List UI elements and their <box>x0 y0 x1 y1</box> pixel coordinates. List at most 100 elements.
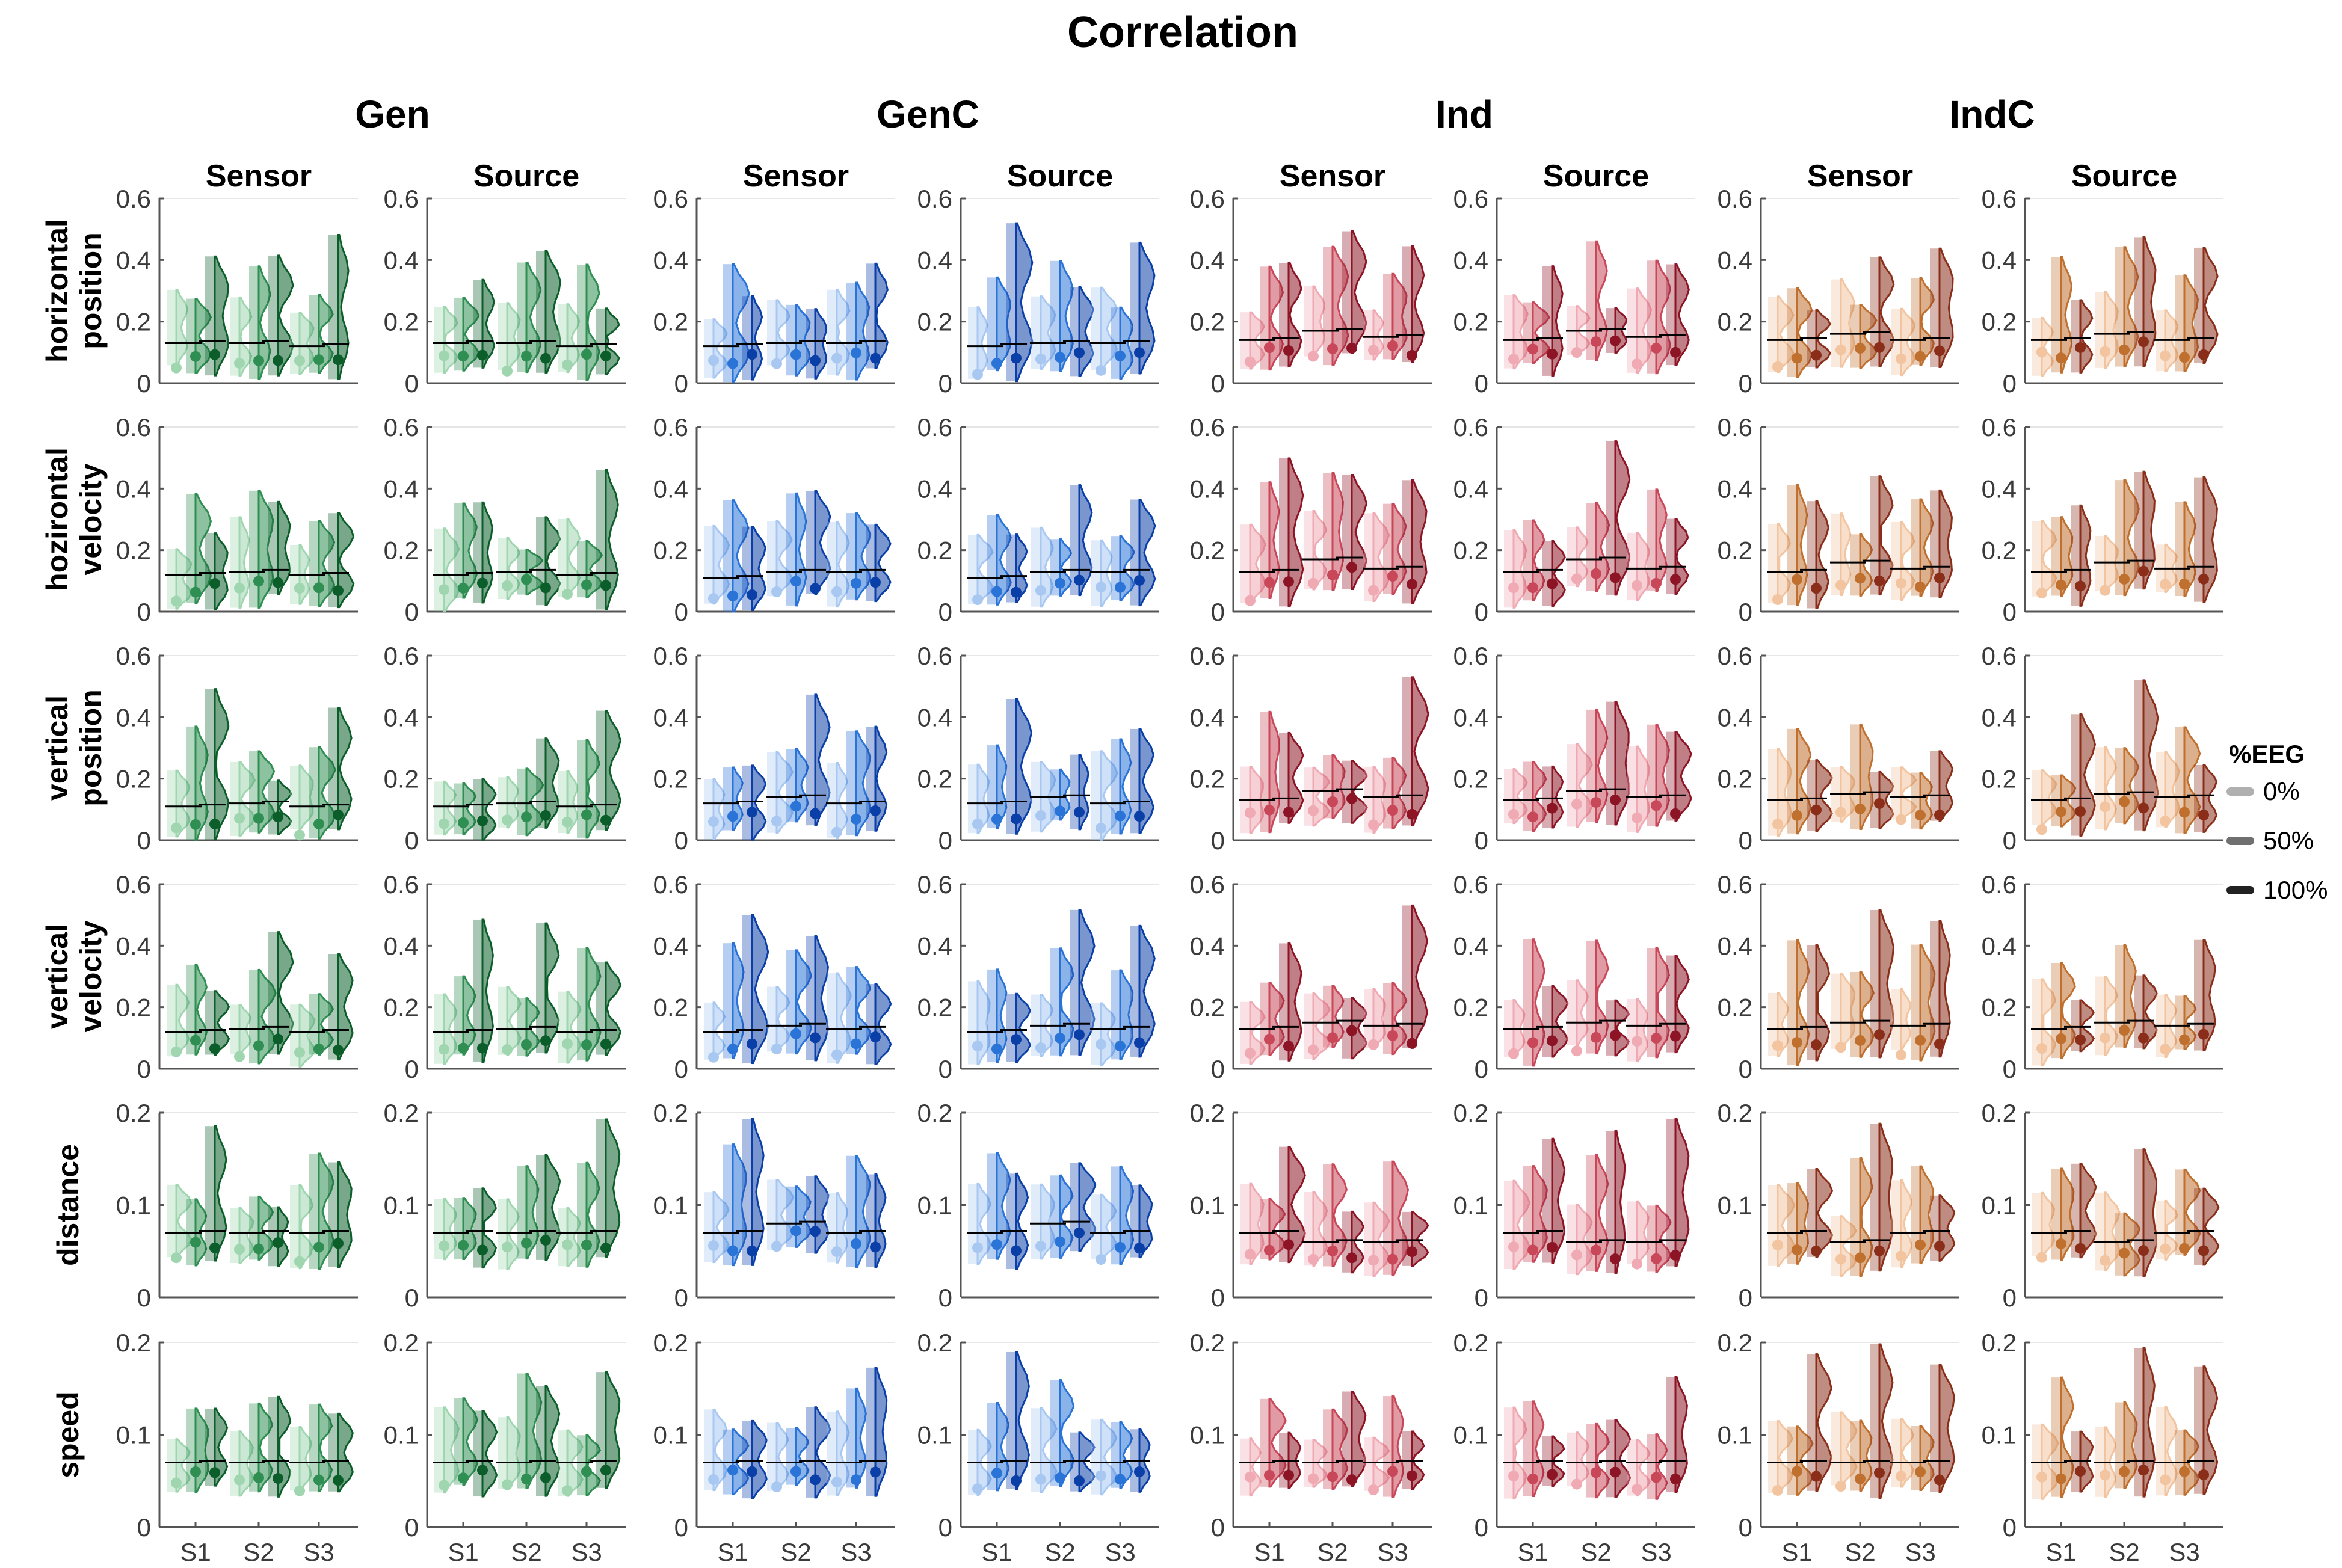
median-point <box>708 816 719 828</box>
x-tick-label: S3 <box>1105 1538 1135 1566</box>
violin-box <box>309 1404 319 1492</box>
violin-box <box>1070 754 1079 829</box>
median-point <box>1346 562 1357 573</box>
median-point <box>190 351 201 362</box>
median-point <box>1387 340 1398 351</box>
median-point <box>1368 345 1379 356</box>
space-title-source: Source <box>1543 159 1649 194</box>
violin-s1 <box>2060 1167 2075 1261</box>
x-tick-label: S2 <box>1044 1538 1075 1566</box>
median-point <box>831 586 842 597</box>
violin-box <box>1542 541 1552 606</box>
violin-box <box>434 1407 444 1493</box>
violin-s1 <box>1268 1198 1286 1261</box>
median-point <box>2036 824 2047 835</box>
violin-box <box>968 981 978 1065</box>
median-point <box>1134 1466 1145 1478</box>
panel-ind-sensor: 0 0.2 0.4 0.6 <box>1190 642 1432 855</box>
median-point <box>273 1473 283 1484</box>
y-tick-label: 0.4 <box>1453 703 1488 731</box>
violin-s2 <box>2142 1148 2158 1277</box>
median-point <box>1772 1040 1783 1051</box>
median-point <box>2160 1243 2171 1255</box>
y-tick-label: 0 <box>2003 1284 2017 1312</box>
y-tick-label: 0.4 <box>653 703 688 731</box>
violin-s3 <box>2202 1365 2219 1495</box>
median-point <box>870 352 881 364</box>
median-point <box>727 811 738 822</box>
violin-s1 <box>1796 939 1810 1066</box>
median-point <box>2119 1025 2130 1036</box>
space-title-sensor: Sensor <box>743 159 849 194</box>
median-point <box>2119 1247 2130 1259</box>
violin-box <box>1627 998 1637 1062</box>
violin-box <box>2175 275 2184 372</box>
violin-box <box>1606 1131 1615 1273</box>
violin-s2 <box>1595 1422 1610 1499</box>
median-point <box>1346 1474 1357 1486</box>
violin-box <box>723 1144 733 1265</box>
violin-s2 <box>1595 502 1610 592</box>
median-point <box>209 1043 220 1054</box>
violin-box <box>1870 257 1879 367</box>
violin-s1 <box>751 526 766 612</box>
y-tick-label: 0.2 <box>917 1329 952 1357</box>
violin-s3 <box>1674 1118 1690 1268</box>
row-label-line: hozirontal <box>40 447 74 591</box>
violin-box <box>1831 513 1841 595</box>
median-point <box>1011 1475 1022 1486</box>
violin-s3 <box>1919 944 1936 1062</box>
y-tick-label: 0.2 <box>116 308 151 336</box>
median-point <box>1134 347 1145 358</box>
panels: 0 0.2 0.4 0.6 0 0.2 0.4 0.6 0 0.2 0.4 0.6 0 0.2 0.4 0.6… <box>116 185 2223 1566</box>
median-point <box>747 349 757 360</box>
violin-s3 <box>337 512 355 609</box>
violin-s3 <box>1900 1179 1913 1268</box>
violin-s1 <box>1015 992 1032 1063</box>
violin-box <box>1091 1003 1101 1065</box>
violin-box <box>2134 237 2143 367</box>
violin-s3 <box>1900 1418 1915 1488</box>
violin-s3 <box>1674 263 1690 366</box>
median-point <box>333 1475 344 1486</box>
median-point <box>1055 352 1065 363</box>
median-point <box>2179 1243 2190 1254</box>
median-point <box>1855 343 1866 354</box>
median-point <box>1591 797 1601 808</box>
y-tick-label: 0.6 <box>384 870 419 899</box>
violin-s1 <box>214 688 230 841</box>
violin-box <box>742 915 752 1063</box>
median-point <box>2100 801 2110 813</box>
y-tick-label: 0.4 <box>1453 475 1488 503</box>
y-tick-label: 0.6 <box>116 185 151 213</box>
violin-s3 <box>1636 745 1650 833</box>
violin-s2 <box>506 302 521 372</box>
median-point <box>1096 822 1106 834</box>
median-point <box>2119 344 2130 355</box>
violin-s3 <box>874 983 892 1065</box>
violin-box <box>309 295 319 373</box>
violin-s3 <box>605 469 619 610</box>
y-tick-label: 0.2 <box>1190 765 1225 793</box>
median-point <box>540 1472 551 1483</box>
violin-s2 <box>1351 997 1368 1060</box>
violin-s3 <box>855 730 872 837</box>
violin-s2 <box>1059 1174 1074 1259</box>
violin-box <box>806 694 815 826</box>
y-tick-label: 0.6 <box>1982 185 2017 213</box>
median-point <box>273 355 283 366</box>
row-label-line: position <box>74 689 108 806</box>
median-point <box>1792 1037 1802 1048</box>
violin-box <box>846 1155 856 1267</box>
y-tick-label: 0.2 <box>653 1329 688 1357</box>
violin-box <box>167 289 176 366</box>
median-point <box>540 582 551 594</box>
y-tick-label: 0.4 <box>917 703 952 731</box>
median-point <box>1245 595 1256 606</box>
panel-indc-sensor: 0 0.2 0.4 0.6 <box>1718 413 1959 626</box>
median-point <box>1571 573 1582 585</box>
y-tick-label: 0.4 <box>1982 703 2017 731</box>
y-tick-label: 0 <box>137 598 151 626</box>
violin-box <box>328 953 338 1060</box>
y-tick-label: 0.1 <box>917 1421 952 1450</box>
